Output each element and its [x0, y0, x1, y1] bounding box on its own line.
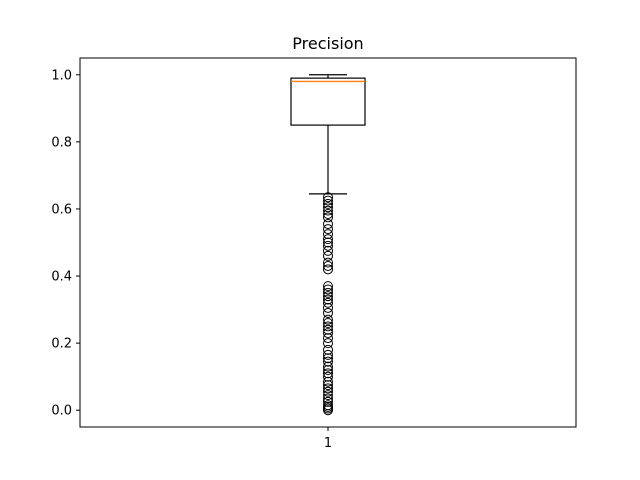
outlier-point: [323, 294, 333, 305]
outlier-point: [323, 376, 333, 387]
outlier-point: [323, 393, 333, 404]
y-tick-label: 0.8: [51, 135, 72, 150]
y-tick-label: 0.2: [51, 337, 72, 352]
outlier-point: [323, 356, 333, 367]
outlier-point: [323, 349, 333, 360]
y-tick-label: 0.4: [51, 270, 72, 285]
outlier-point: [323, 405, 333, 416]
outlier-point: [323, 386, 333, 397]
outlier-point: [323, 281, 333, 292]
outlier-point: [323, 297, 333, 308]
outlier-point: [323, 195, 333, 206]
outlier-point: [323, 291, 333, 302]
y-tick-label: 0.0: [51, 404, 72, 419]
outlier-point: [323, 361, 333, 372]
outlier-point: [323, 224, 333, 235]
outlier-point: [323, 205, 333, 216]
outlier-point: [323, 302, 333, 313]
outlier-point: [323, 287, 333, 298]
outlier-point: [323, 208, 333, 219]
outlier-point: [323, 240, 333, 251]
plot-area: 0.0 0.2 0.4 0.6 0.8 1.0 1: [51, 68, 366, 451]
outlier-point: [323, 353, 333, 364]
outlier-point: [323, 229, 333, 240]
outlier-point: [323, 371, 333, 382]
outlier-point: [323, 219, 333, 230]
outlier-point: [323, 202, 333, 213]
outlier-point: [323, 321, 333, 332]
outlier-point: [323, 380, 333, 391]
box-iqr: [290, 77, 366, 126]
x-tick-label: 1: [324, 436, 332, 451]
outlier-point: [323, 245, 333, 256]
outlier-point: [323, 260, 333, 271]
outlier-point: [323, 192, 333, 203]
outlier-point: [323, 198, 333, 209]
chart-title: Precision: [292, 34, 363, 53]
outlier-point: [323, 364, 333, 375]
y-tick-label: 1.0: [51, 68, 72, 83]
outlier-point: [323, 284, 333, 295]
outlier-point: [323, 383, 333, 394]
outlier-point: [323, 234, 333, 245]
outlier-point: [323, 237, 333, 248]
outlier-point: [323, 212, 333, 223]
outlier-point: [323, 368, 333, 379]
outlier-point: [323, 324, 333, 335]
outlier-point: [323, 250, 333, 261]
axes-frame: [79, 57, 577, 428]
outlier-point: [323, 344, 333, 355]
y-tick-label: 0.6: [51, 202, 72, 217]
outlier-point: [323, 318, 333, 329]
outlier-point: [323, 338, 333, 349]
outlier-point: [323, 328, 333, 339]
outlier-point: [323, 314, 333, 325]
outlier-point: [323, 264, 333, 275]
outlier-point: [323, 333, 333, 344]
outlier-point: [323, 390, 333, 401]
outlier-point: [323, 396, 333, 407]
outlier-point: [323, 257, 333, 268]
outlier-point: [323, 307, 333, 318]
